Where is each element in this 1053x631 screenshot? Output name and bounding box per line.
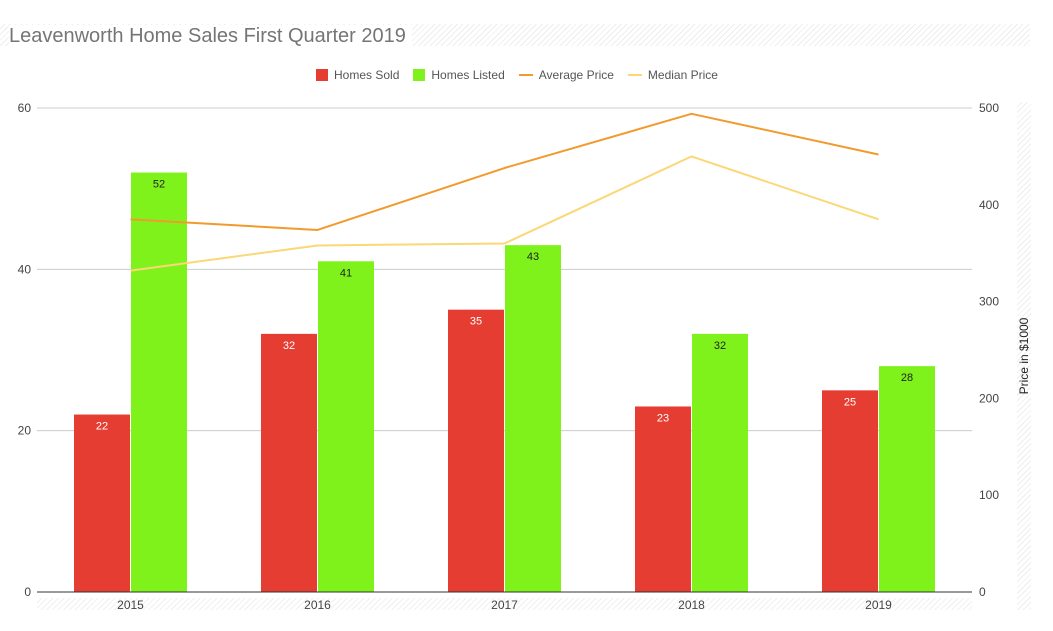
x-tick-label: 2015	[117, 598, 144, 612]
y-left-tick-label: 60	[18, 101, 32, 115]
y-right-tick-label: 0	[979, 585, 986, 599]
bar-value-label: 28	[901, 372, 913, 384]
legend-swatch-homes-sold	[316, 69, 328, 81]
bar-homes-listed[interactable]	[505, 245, 561, 592]
bar-homes-sold[interactable]	[448, 309, 504, 592]
x-axis-strip	[37, 598, 972, 610]
right-axis-title: Price in $1000	[1017, 317, 1031, 395]
y-left-tick-label: 40	[18, 262, 32, 276]
legend-swatch-homes-listed	[413, 69, 426, 81]
y-right-tick-label: 400	[979, 198, 999, 212]
bar-homes-sold[interactable]	[635, 406, 691, 592]
legend-label-homes-listed: Homes Listed	[431, 68, 505, 82]
bar-value-label: 41	[340, 267, 352, 279]
bar-value-label: 23	[657, 412, 669, 424]
price-lines	[130, 112, 879, 272]
bar-value-label: 43	[527, 251, 539, 263]
gridlines	[37, 107, 972, 432]
legend-item-median-price[interactable]: Median Price	[627, 68, 718, 82]
bar-homes-sold[interactable]	[822, 390, 878, 592]
bar-value-label: 35	[470, 316, 482, 328]
bar-value-label: 25	[844, 396, 856, 408]
axes: 0 20 40 60 0 100 200 300 400 500 2015 2016 2017 2018 2…	[18, 101, 1000, 612]
right-axis-title-strip	[1017, 102, 1031, 610]
bar-homes-listed[interactable]	[879, 366, 935, 592]
bar-value-label: 52	[153, 179, 165, 191]
legend-item-homes-listed[interactable]: Homes Listed	[413, 68, 505, 82]
bar-value-label: 32	[283, 340, 295, 352]
bar-homes-listed[interactable]	[318, 261, 374, 592]
x-tick-label: 2016	[304, 598, 331, 612]
data-labels: 22 32 35 23 25 52 41 43 32 28	[96, 179, 913, 433]
bar-homes-listed[interactable]	[131, 172, 187, 593]
x-tick-label: 2018	[678, 598, 705, 612]
legend-item-homes-sold[interactable]: Homes Sold	[316, 68, 399, 82]
legend-label-homes-sold: Homes Sold	[334, 68, 400, 82]
y-right-tick-label: 200	[979, 391, 999, 405]
line-average-price[interactable]	[130, 112, 879, 231]
x-tick-label: 2019	[865, 598, 892, 612]
legend-label-average-price: Average Price	[538, 68, 614, 82]
legend-item-average-price[interactable]: Average Price	[518, 68, 614, 82]
bar-homes-sold[interactable]	[74, 414, 130, 592]
legend-line-median-price	[627, 74, 642, 76]
y-right-tick-label: 100	[979, 488, 999, 502]
legend: Homes Sold Homes Listed Average Price Me…	[316, 66, 732, 84]
line-median-price[interactable]	[130, 155, 879, 272]
legend-label-median-price: Median Price	[647, 68, 718, 82]
legend-line-average-price	[518, 74, 533, 76]
bar-value-label: 22	[96, 421, 108, 433]
bars	[74, 172, 935, 593]
bar-homes-listed[interactable]	[692, 333, 748, 592]
x-tick-label: 2017	[491, 598, 518, 612]
y-right-tick-label: 500	[979, 101, 999, 115]
bar-value-label: 32	[714, 340, 726, 352]
y-left-tick-label: 0	[24, 585, 31, 599]
bar-homes-sold[interactable]	[261, 333, 317, 592]
y-left-tick-label: 20	[18, 424, 32, 438]
chart-title: Leavenworth Home Sales First Quarter 201…	[9, 25, 412, 47]
y-right-tick-label: 300	[979, 295, 999, 309]
